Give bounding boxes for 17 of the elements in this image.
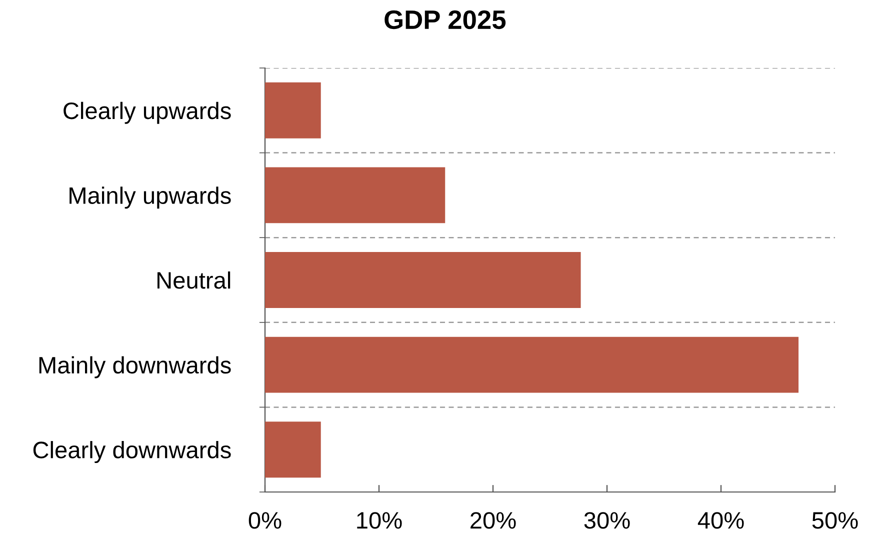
chart-title: GDP 2025 — [384, 10, 506, 30]
x-tick-label: 30% — [584, 512, 630, 529]
x-tick-label: 10% — [357, 512, 402, 529]
bar — [265, 167, 446, 224]
x-tick-label: 0% — [248, 512, 282, 529]
bar — [265, 336, 799, 393]
x-tick-label: 20% — [470, 512, 516, 529]
y-tick-label: Neutral — [157, 271, 230, 289]
x-tick-label: 40% — [698, 512, 744, 529]
bar — [265, 82, 321, 138]
bar — [265, 422, 321, 478]
x-tick-label: 50% — [812, 512, 858, 529]
y-tick-label: Clearly downwards — [33, 441, 231, 464]
y-tick-label: Mainly upwards — [70, 186, 231, 209]
y-tick-label: Mainly downwards — [39, 356, 231, 378]
bar — [265, 252, 581, 308]
y-tick-label: Clearly upwards — [64, 102, 231, 124]
